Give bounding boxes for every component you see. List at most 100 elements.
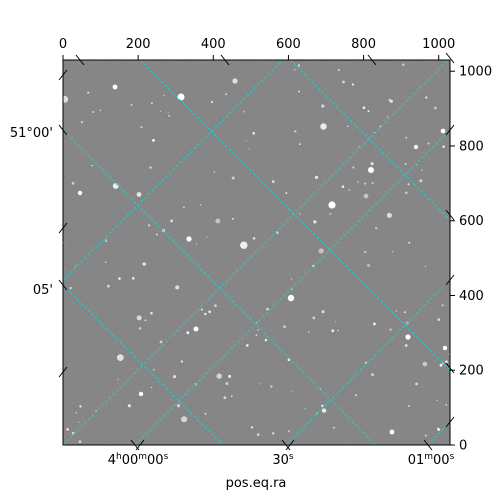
- plot-frame: [62, 59, 451, 446]
- star: [252, 132, 255, 135]
- right-tick-label: 800: [459, 139, 484, 154]
- star: [337, 329, 339, 332]
- star: [320, 123, 327, 130]
- star: [341, 185, 345, 188]
- star: [252, 237, 256, 240]
- star: [163, 94, 165, 97]
- world-tick-mark: [445, 416, 455, 428]
- bright-star: [328, 201, 336, 209]
- star: [199, 204, 202, 206]
- star: [118, 277, 121, 280]
- top-tick-label: 800: [351, 37, 376, 52]
- star: [379, 125, 382, 128]
- top-tick-label: 0: [59, 37, 67, 52]
- x-axis-label: pos.eq.ra: [226, 476, 287, 491]
- star: [389, 328, 392, 331]
- star: [352, 166, 355, 169]
- right-tick-label: 200: [459, 364, 484, 379]
- grid-line: [134, 129, 450, 445]
- star: [232, 78, 238, 84]
- star: [142, 262, 146, 266]
- star: [362, 106, 366, 109]
- star: [424, 434, 427, 437]
- star: [246, 344, 249, 347]
- star: [294, 130, 297, 133]
- bright-star: [177, 93, 185, 101]
- world-tick-mark: [58, 279, 68, 291]
- bright-star: [413, 144, 419, 150]
- world-tick-mark: [445, 274, 455, 286]
- star: [313, 220, 317, 224]
- star: [180, 360, 184, 363]
- star: [422, 361, 428, 367]
- star: [78, 440, 82, 444]
- star: [148, 224, 151, 227]
- world-tick-mark: [423, 439, 433, 451]
- star: [256, 433, 260, 436]
- star: [204, 312, 207, 316]
- star: [105, 239, 107, 241]
- star: [276, 231, 279, 234]
- star: [298, 90, 300, 93]
- ra-tick-label: 30s: [272, 452, 294, 468]
- star: [138, 327, 142, 330]
- star: [168, 114, 171, 117]
- star: [104, 261, 107, 264]
- bright-star: [287, 294, 295, 302]
- star: [364, 361, 367, 364]
- star: [216, 373, 222, 379]
- star: [371, 182, 374, 185]
- bright-star: [442, 345, 448, 351]
- star: [304, 408, 306, 410]
- bright-star: [112, 84, 118, 90]
- bottom-ra-ticks: 4h00m00s 30s 01m00s: [108, 452, 455, 468]
- star: [80, 121, 83, 124]
- star: [316, 412, 318, 415]
- star: [206, 236, 208, 238]
- star: [223, 396, 227, 399]
- star: [87, 91, 90, 94]
- grid-line: [63, 60, 448, 445]
- star: [170, 219, 174, 223]
- star: [434, 106, 437, 110]
- star: [408, 241, 411, 244]
- star: [195, 243, 198, 245]
- star: [312, 316, 316, 320]
- ra-tick-label: 01m00s: [408, 452, 455, 468]
- star: [225, 382, 229, 385]
- star: [200, 308, 203, 311]
- star: [391, 250, 394, 253]
- star: [402, 63, 405, 66]
- star: [371, 373, 374, 376]
- world-axis-ticks: [58, 52, 455, 451]
- star: [425, 96, 428, 99]
- star: [405, 136, 408, 139]
- world-tick-mark: [285, 439, 295, 451]
- star: [421, 169, 423, 171]
- star: [172, 375, 177, 379]
- star: [375, 227, 378, 230]
- star: [445, 360, 448, 364]
- star: [264, 338, 268, 342]
- star: [176, 404, 181, 408]
- grid-line: [289, 60, 450, 221]
- star: [407, 404, 410, 407]
- star: [232, 217, 234, 220]
- grid-line: [63, 129, 377, 445]
- star: [285, 192, 288, 195]
- ra-tick-label: 4h00m00s: [108, 452, 169, 468]
- star: [78, 421, 80, 423]
- star: [210, 100, 213, 104]
- star: [213, 171, 216, 173]
- bright-star: [77, 190, 83, 196]
- star: [299, 213, 301, 215]
- star: [404, 163, 407, 165]
- world-tick-mark: [58, 222, 68, 234]
- star: [159, 340, 163, 344]
- star: [175, 285, 180, 290]
- world-tick-mark: [445, 209, 455, 221]
- star: [245, 140, 247, 142]
- world-tick-mark: [445, 362, 455, 374]
- star: [321, 408, 327, 413]
